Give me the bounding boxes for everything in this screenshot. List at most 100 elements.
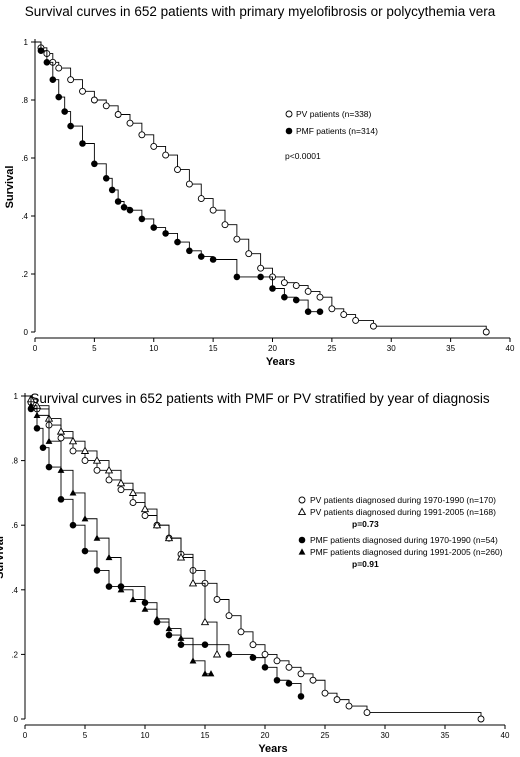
data-point-0-1-9 bbox=[102, 175, 110, 182]
data-point-0-1-1 bbox=[37, 47, 45, 54]
y-tick-label-1-3: .6 bbox=[11, 521, 18, 530]
data-point-1-3-7 bbox=[93, 534, 101, 541]
data-point-0-0-14 bbox=[174, 166, 181, 174]
legend-label-0-1: PMF patients (n=314) bbox=[296, 126, 378, 136]
x-tick-label-0-6: 30 bbox=[387, 344, 396, 353]
y-tick-label-1-5: 1 bbox=[14, 392, 19, 401]
data-point-1-3-13 bbox=[165, 624, 173, 632]
data-point-0-1-17 bbox=[174, 238, 181, 246]
chart-title-1: Survival curves in 652 patients with pri… bbox=[24, 4, 496, 19]
data-point-1-2-15 bbox=[201, 641, 209, 649]
data-point-1-1-11 bbox=[140, 504, 150, 513]
data-point-1-1-10 bbox=[128, 488, 138, 496]
data-point-1-3-2 bbox=[33, 411, 41, 418]
data-point-0-0-7 bbox=[90, 96, 98, 104]
data-point-0-1-10 bbox=[108, 186, 116, 194]
y-axis-label-1: Survival bbox=[0, 536, 6, 579]
data-point-0-0-19 bbox=[233, 235, 241, 243]
data-point-1-3-3 bbox=[45, 437, 53, 444]
legend-label-1-3: PMF patients diagnosed during 1991-2005 … bbox=[310, 547, 503, 557]
p-value-pv: p=0.73 bbox=[352, 519, 379, 529]
x-tick-label-1-2: 10 bbox=[141, 731, 150, 740]
x-tick-label-1-6: 30 bbox=[381, 731, 390, 740]
data-point-0-0-20 bbox=[245, 250, 253, 258]
data-point-1-1-9 bbox=[116, 478, 126, 487]
series-line-1-0 bbox=[25, 395, 482, 719]
data-point-1-1-17 bbox=[212, 649, 222, 658]
data-point-0-1-19 bbox=[197, 253, 205, 260]
data-point-1-3-11 bbox=[141, 605, 149, 612]
data-point-1-0-28 bbox=[345, 702, 353, 710]
data-point-0-0-9 bbox=[114, 111, 122, 118]
y-tick-label-1-4: .8 bbox=[11, 457, 18, 466]
data-point-0-0-25 bbox=[304, 287, 312, 295]
data-point-1-0-4 bbox=[57, 434, 65, 442]
data-point-1-0-21 bbox=[261, 650, 269, 658]
data-point-0-1-3 bbox=[49, 76, 57, 83]
data-point-0-1-12 bbox=[120, 204, 128, 211]
data-point-1-0-19 bbox=[237, 628, 245, 636]
data-point-0-1-8 bbox=[91, 160, 98, 168]
x-axis-label-1: Years bbox=[258, 743, 287, 755]
data-point-1-1-6 bbox=[80, 446, 90, 454]
x-tick-label-0-0: 0 bbox=[33, 344, 38, 353]
data-point-1-1-12 bbox=[152, 520, 162, 529]
data-point-1-1-16 bbox=[200, 617, 210, 626]
series-line-1-3 bbox=[25, 395, 211, 675]
data-point-1-0-17 bbox=[213, 596, 221, 603]
data-point-0-1-23 bbox=[269, 285, 276, 292]
x-tick-label-1-0: 0 bbox=[23, 731, 28, 740]
data-point-1-0-9 bbox=[117, 486, 125, 494]
data-point-1-3-16 bbox=[201, 670, 209, 677]
chart-title-2: Survival curves in 652 patients with PMF… bbox=[30, 391, 490, 406]
x-tick-label-0-7: 35 bbox=[446, 344, 455, 353]
x-tick-label-0-2: 10 bbox=[149, 344, 158, 353]
data-point-1-0-5 bbox=[69, 447, 77, 455]
data-point-1-3-15 bbox=[189, 657, 197, 664]
data-point-1-2-21 bbox=[297, 693, 305, 700]
data-point-1-0-26 bbox=[321, 689, 329, 697]
y-tick-label-1-2: .4 bbox=[11, 586, 18, 595]
y-tick-label-0-1: .2 bbox=[21, 270, 28, 279]
data-point-0-1-20 bbox=[209, 256, 217, 263]
data-point-1-3-14 bbox=[177, 634, 185, 641]
data-point-1-0-20 bbox=[249, 641, 257, 649]
data-point-1-0-8 bbox=[105, 476, 113, 484]
data-point-0-1-27 bbox=[316, 308, 324, 316]
data-point-1-0-22 bbox=[273, 657, 281, 665]
data-point-0-1-18 bbox=[186, 247, 193, 255]
x-axis-label-0: Years bbox=[266, 356, 295, 368]
data-point-0-1-5 bbox=[61, 108, 68, 115]
data-point-1-0-29 bbox=[363, 709, 371, 716]
data-point-0-1-11 bbox=[114, 198, 122, 205]
data-point-0-1-22 bbox=[257, 273, 264, 281]
data-point-1-3-8 bbox=[105, 553, 113, 561]
x-tick-label-0-5: 25 bbox=[327, 344, 336, 353]
data-point-0-0-17 bbox=[209, 206, 217, 214]
data-point-0-0-6 bbox=[79, 87, 86, 95]
data-point-1-0-6 bbox=[81, 457, 89, 465]
data-point-1-3-9 bbox=[117, 586, 125, 593]
data-point-1-2-14 bbox=[177, 641, 185, 649]
x-tick-label-1-3: 15 bbox=[201, 731, 210, 740]
legend-label-1-2: PMF patients diagnosed during 1970-1990 … bbox=[310, 535, 498, 545]
series-line-0-1 bbox=[35, 41, 320, 313]
data-point-1-2-18 bbox=[261, 664, 269, 671]
x-tick-label-0-4: 20 bbox=[268, 344, 277, 353]
data-point-0-1-2 bbox=[43, 59, 51, 66]
legend-label-0-0: PV patients (n=338) bbox=[296, 109, 372, 119]
data-point-0-0-18 bbox=[221, 221, 229, 229]
y-tick-label-0-5: 1 bbox=[24, 38, 29, 47]
data-point-1-2-2 bbox=[33, 425, 41, 432]
data-point-1-2-4 bbox=[45, 463, 53, 471]
legend-marker-0-0 bbox=[285, 110, 293, 118]
data-point-1-1-8 bbox=[104, 465, 114, 474]
data-point-0-0-21 bbox=[257, 264, 265, 272]
data-point-0-0-29 bbox=[352, 316, 360, 324]
x-tick-label-0-3: 15 bbox=[209, 344, 218, 353]
series-line-0-0 bbox=[35, 41, 487, 332]
data-point-0-1-14 bbox=[138, 215, 146, 223]
data-point-1-2-19 bbox=[273, 676, 281, 684]
x-tick-label-0-8: 40 bbox=[506, 344, 515, 353]
data-point-0-1-24 bbox=[281, 293, 288, 301]
